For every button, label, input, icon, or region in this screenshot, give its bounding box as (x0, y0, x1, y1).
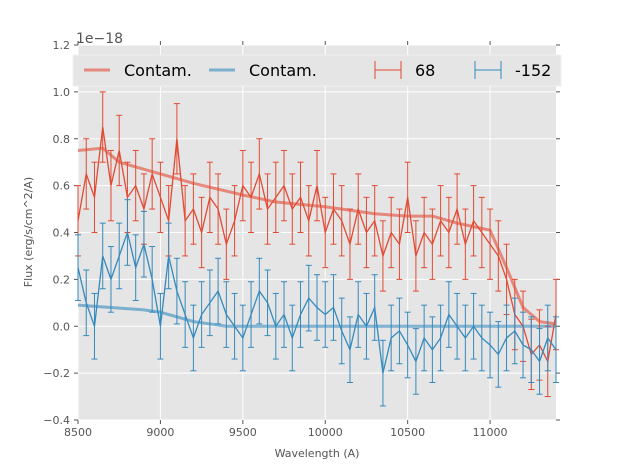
y-axis-label: Flux (erg/s/cm^2/A) (22, 177, 35, 287)
series--152 (75, 199, 559, 407)
x-tick-label: 11000 (473, 426, 508, 439)
y-tick-label: 1.2 (53, 39, 71, 52)
y-tick-label: 0.6 (53, 180, 71, 193)
y-tick-label: −0.4 (43, 414, 70, 427)
series-68 (75, 91, 559, 398)
x-tick-label: 8500 (64, 426, 92, 439)
x-axis-label: Wavelength (A) (275, 447, 360, 460)
y-tick-label: 0.2 (53, 273, 71, 286)
axis-ticks: 8500 9000 9500 10000 10500 11000 −0.4 −0.2 0.0 0.… (43, 39, 560, 439)
y-tick-label: 0.8 (53, 133, 71, 146)
x-tick-label: 9000 (146, 426, 174, 439)
legend-label: -152 (515, 61, 551, 80)
y-tick-label: 0.4 (53, 227, 71, 240)
y-tick-label: 1.0 (53, 86, 71, 99)
y-tick-label: 0.0 (53, 320, 71, 333)
data-series (75, 91, 559, 407)
series-line (77, 230, 557, 374)
x-tick-label: 9500 (229, 426, 257, 439)
legend-label: 68 (415, 61, 435, 80)
legend-label: Contam. (249, 61, 317, 80)
y-offset-text: 1e−18 (76, 31, 123, 47)
series-line (77, 126, 557, 364)
y-tick-label: −0.2 (43, 367, 70, 380)
x-tick-label: 10500 (390, 426, 425, 439)
contamination-line (77, 303, 556, 328)
legend: Contam. Contam. 68 -152 (72, 54, 562, 87)
x-tick-label: 10000 (308, 426, 343, 439)
legend-label: Contam. (124, 61, 192, 80)
